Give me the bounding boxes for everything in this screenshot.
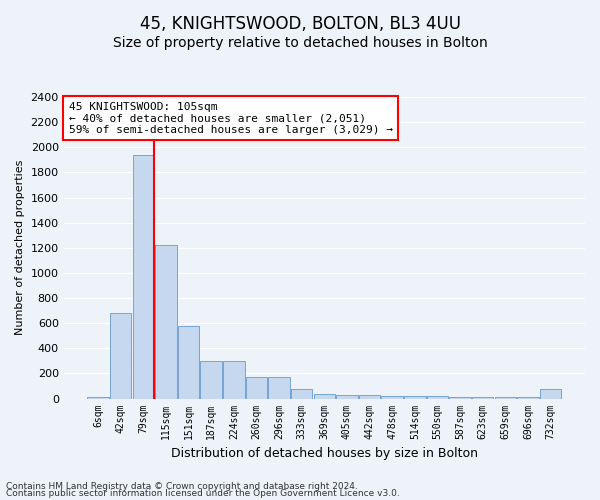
Bar xyxy=(314,394,335,398)
Bar xyxy=(540,389,562,398)
Bar xyxy=(291,388,313,398)
Text: Size of property relative to detached houses in Bolton: Size of property relative to detached ho… xyxy=(113,36,487,50)
Bar xyxy=(223,362,245,399)
Text: Contains public sector information licensed under the Open Government Licence v3: Contains public sector information licen… xyxy=(6,489,400,498)
Y-axis label: Number of detached properties: Number of detached properties xyxy=(15,160,25,336)
Bar xyxy=(359,396,380,398)
Text: 45 KNIGHTSWOOD: 105sqm
← 40% of detached houses are smaller (2,051)
59% of semi-: 45 KNIGHTSWOOD: 105sqm ← 40% of detached… xyxy=(69,102,393,134)
Bar xyxy=(268,376,290,398)
Bar xyxy=(449,396,471,398)
Bar xyxy=(517,396,539,398)
X-axis label: Distribution of detached houses by size in Bolton: Distribution of detached houses by size … xyxy=(171,447,478,460)
Bar xyxy=(382,396,403,398)
Bar xyxy=(155,246,177,398)
Text: 45, KNIGHTSWOOD, BOLTON, BL3 4UU: 45, KNIGHTSWOOD, BOLTON, BL3 4UU xyxy=(139,15,461,33)
Bar xyxy=(404,396,425,398)
Bar xyxy=(110,313,131,398)
Bar xyxy=(336,395,358,398)
Bar xyxy=(88,396,109,398)
Bar xyxy=(246,376,267,398)
Bar xyxy=(178,326,199,398)
Bar xyxy=(472,396,493,398)
Bar xyxy=(133,155,154,398)
Text: Contains HM Land Registry data © Crown copyright and database right 2024.: Contains HM Land Registry data © Crown c… xyxy=(6,482,358,491)
Bar xyxy=(427,396,448,398)
Bar xyxy=(200,362,222,399)
Bar xyxy=(494,396,516,398)
